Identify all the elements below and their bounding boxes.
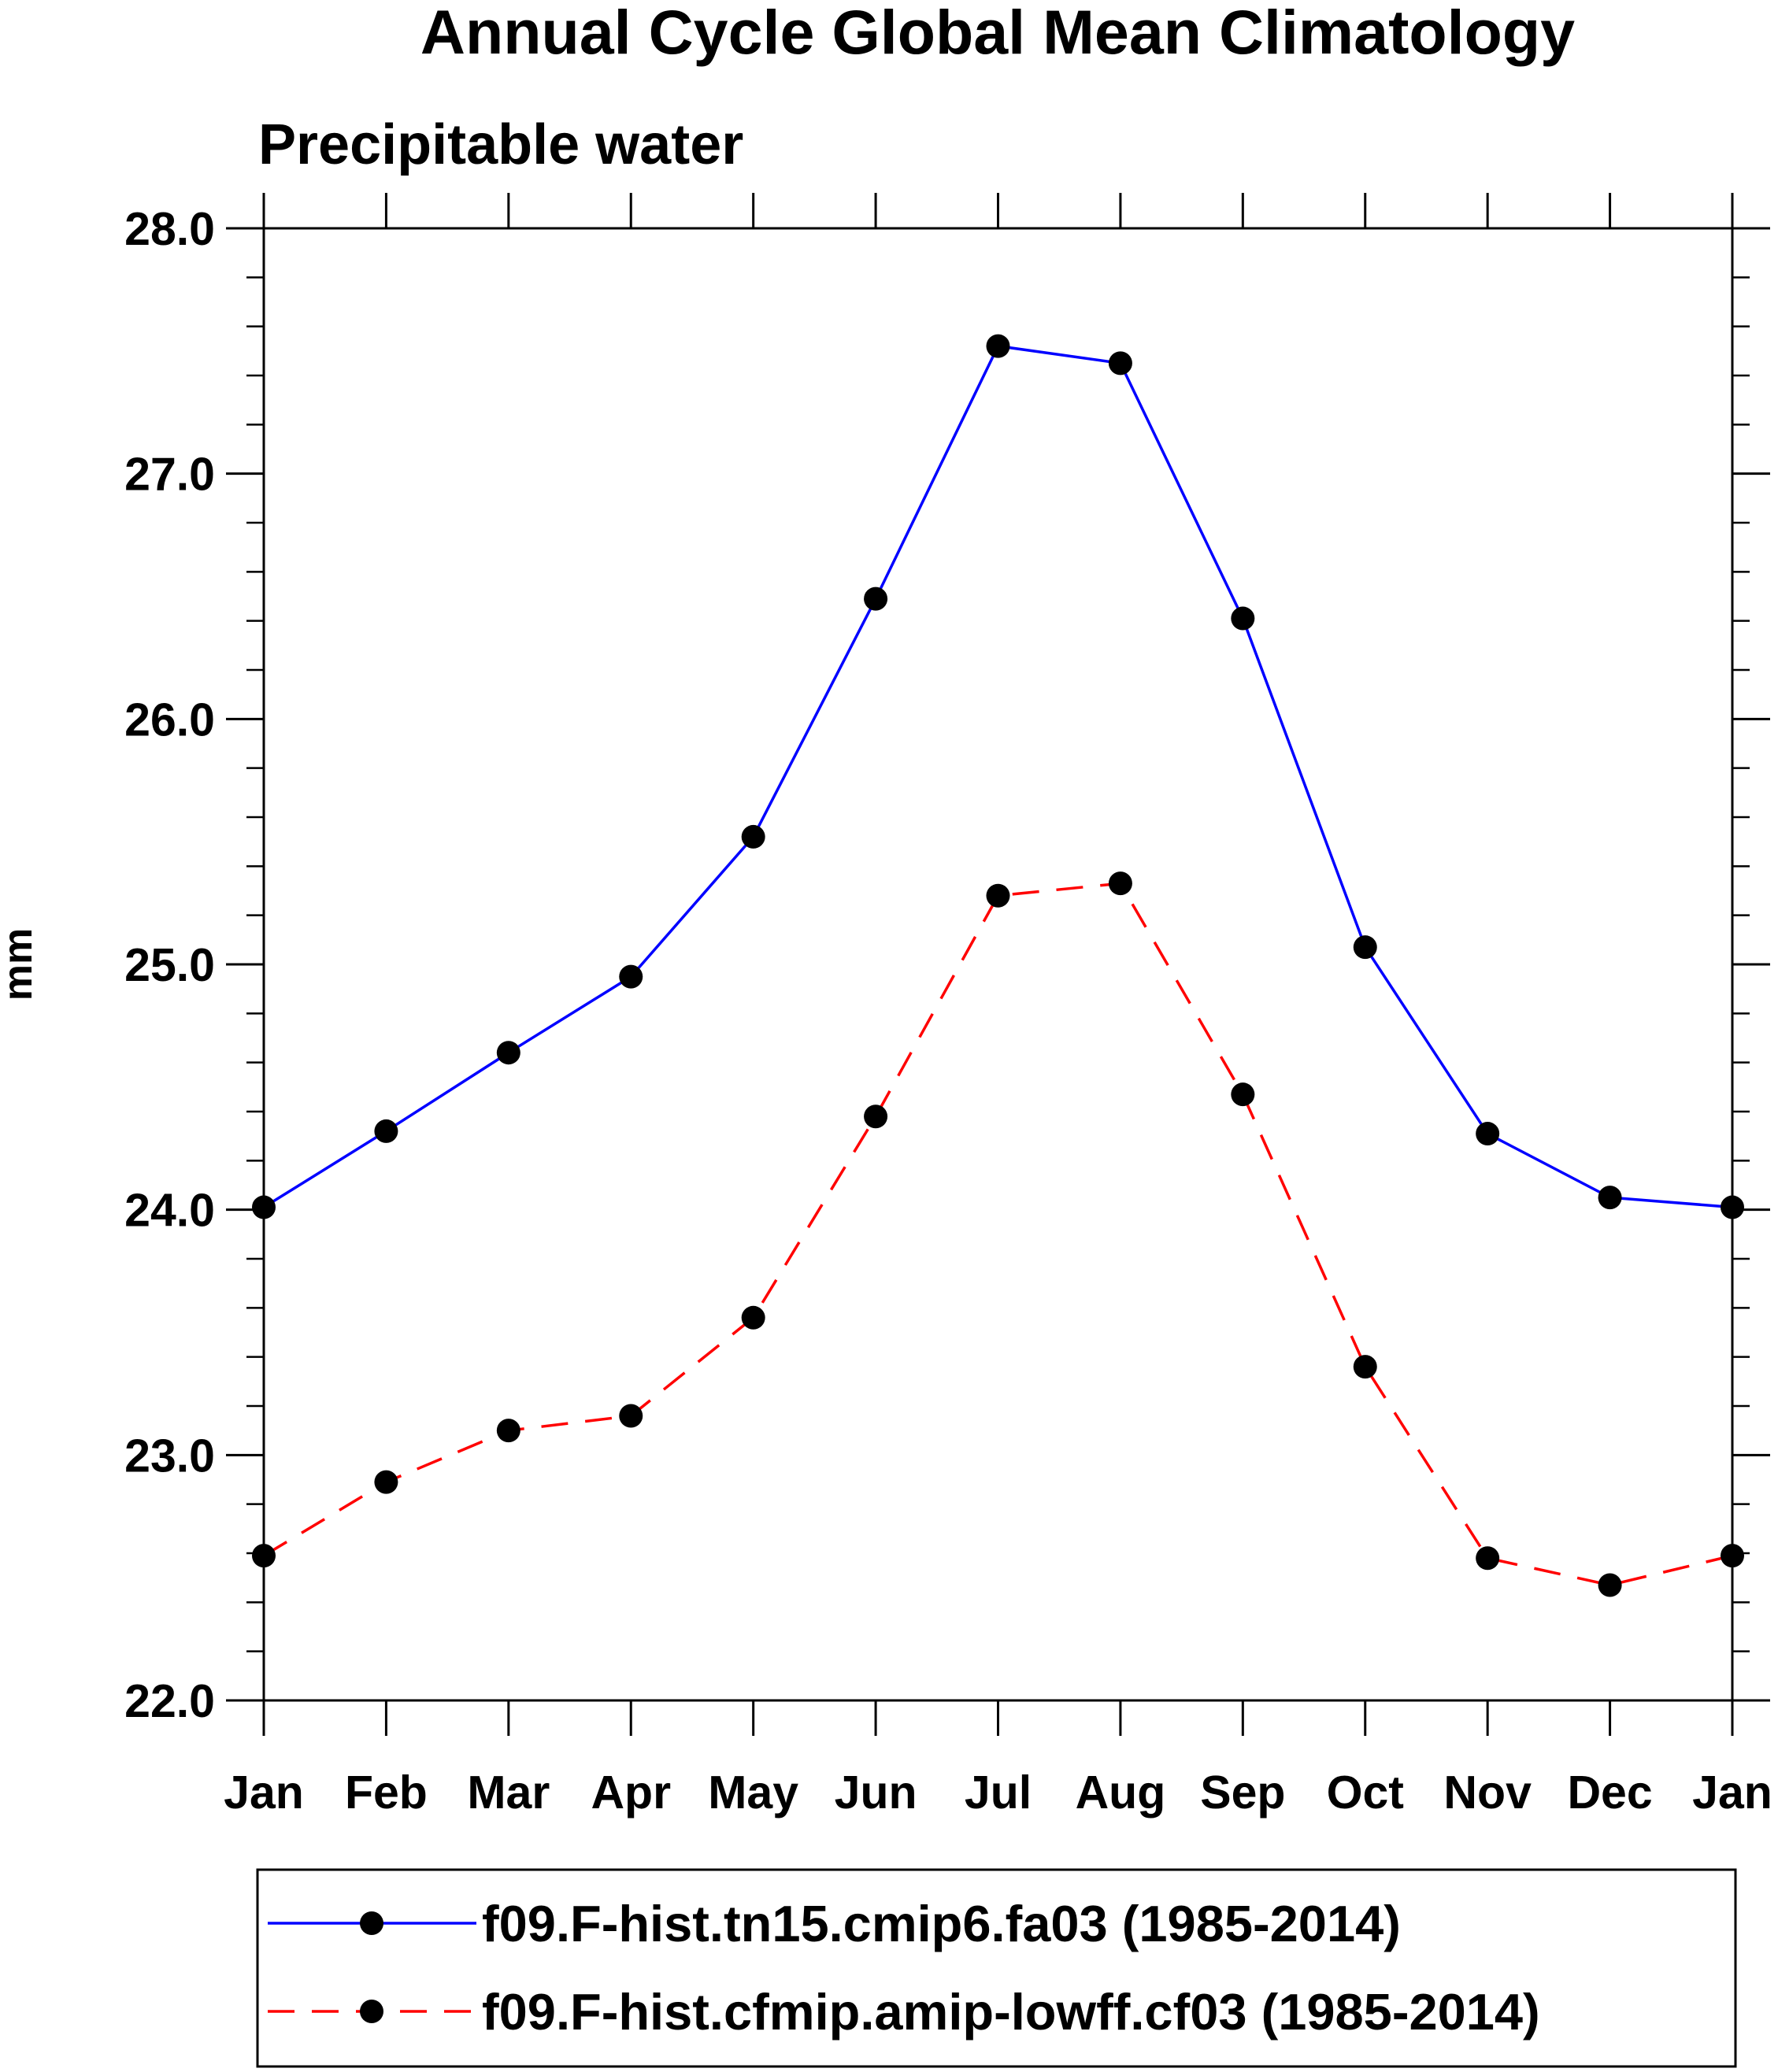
x-tick-label: Nov [1443, 1767, 1532, 1819]
data-point-series-2 [1353, 1355, 1377, 1379]
x-tick-label: Mar [467, 1767, 550, 1819]
chart-subtitle: Precipitable water [258, 113, 743, 176]
x-tick-label: Sep [1200, 1767, 1285, 1819]
chart-title: Annual Cycle Global Mean Climatology [420, 0, 1575, 67]
x-tick-label: Apr [591, 1767, 671, 1819]
series-line-1 [263, 344, 1733, 1209]
y-axis-label: mm [0, 928, 41, 1001]
data-point-series-1 [619, 964, 643, 989]
x-tick-label: Jan [1692, 1767, 1772, 1819]
data-point-series-1 [1231, 606, 1255, 631]
legend-entry-1: f09.F-hist.tn15.cmip6.fa03 (1985-2014) [268, 1895, 1401, 1952]
data-point-series-1 [986, 334, 1010, 358]
x-tick-label: Jan [224, 1767, 304, 1819]
x-tick-label: Oct [1327, 1767, 1404, 1819]
y-tick-label: 26.0 [124, 694, 215, 746]
data-point-series-1 [1598, 1186, 1622, 1210]
data-point-series-1 [864, 586, 888, 611]
data-point-series-2 [1476, 1546, 1500, 1571]
x-tick-labels: Jan Feb Mar Apr May Jun Jul Aug Sep Oct Nov Dec Jan [224, 1767, 1772, 1819]
legend-label-2: f09.F-hist.cfmip.amip-lowff.cf03 (1985-2… [482, 1983, 1540, 2041]
plot-frame [262, 227, 1734, 1702]
data-point-series-2 [1231, 1082, 1255, 1107]
data-point-series-1 [1108, 351, 1132, 376]
x-tick-label: May [708, 1767, 798, 1819]
y-tick-label: 23.0 [124, 1430, 215, 1482]
data-point-series-2 [741, 1305, 765, 1330]
legend-marker-1 [360, 1911, 383, 1935]
x-tick-label: Feb [345, 1767, 428, 1819]
y-tick-label: 28.0 [124, 203, 215, 255]
x-tick-label: Jun [835, 1767, 917, 1819]
legend-label-1: f09.F-hist.tn15.cmip6.fa03 (1985-2014) [482, 1895, 1401, 1952]
data-point-series-1 [374, 1119, 398, 1143]
data-point-series-1 [252, 1195, 276, 1219]
data-point-series-1 [741, 824, 765, 849]
x-tick-label: Jul [965, 1767, 1032, 1819]
data-point-series-1 [1721, 1195, 1744, 1219]
x-tick-label: Dec [1567, 1767, 1652, 1819]
data-point-series-2 [1108, 871, 1132, 896]
data-point-series-2 [374, 1470, 398, 1494]
y-tick-label: 27.0 [124, 449, 215, 501]
data-point-series-2 [252, 1544, 276, 1568]
series-line-2 [263, 882, 1733, 1587]
data-point-series-2 [1721, 1544, 1744, 1568]
legend-entry-2: f09.F-hist.cfmip.amip-lowff.cf03 (1985-2… [268, 1983, 1540, 2041]
data-point-series-2 [1598, 1573, 1622, 1597]
data-point-series-1 [496, 1041, 520, 1065]
y-tick-label: 22.0 [124, 1675, 215, 1727]
data-point-series-2 [619, 1404, 643, 1428]
y-tick-labels: 22.0 23.0 24.0 25.0 26.0 27.0 28.0 [124, 203, 215, 1727]
data-point-series-1 [1476, 1122, 1500, 1146]
data-point-series-2 [986, 883, 1010, 908]
y-tick-label: 24.0 [124, 1185, 215, 1237]
data-point-series-2 [864, 1104, 888, 1129]
data-point-series-2 [496, 1419, 520, 1443]
legend-box [256, 1868, 1737, 2068]
legend-marker-2 [360, 2000, 383, 2023]
x-tick-label: Aug [1076, 1767, 1166, 1819]
series-layer [252, 334, 1744, 1597]
y-tick-label: 25.0 [124, 939, 215, 991]
data-point-series-1 [1353, 935, 1377, 960]
axis-ticks [226, 193, 1770, 1736]
